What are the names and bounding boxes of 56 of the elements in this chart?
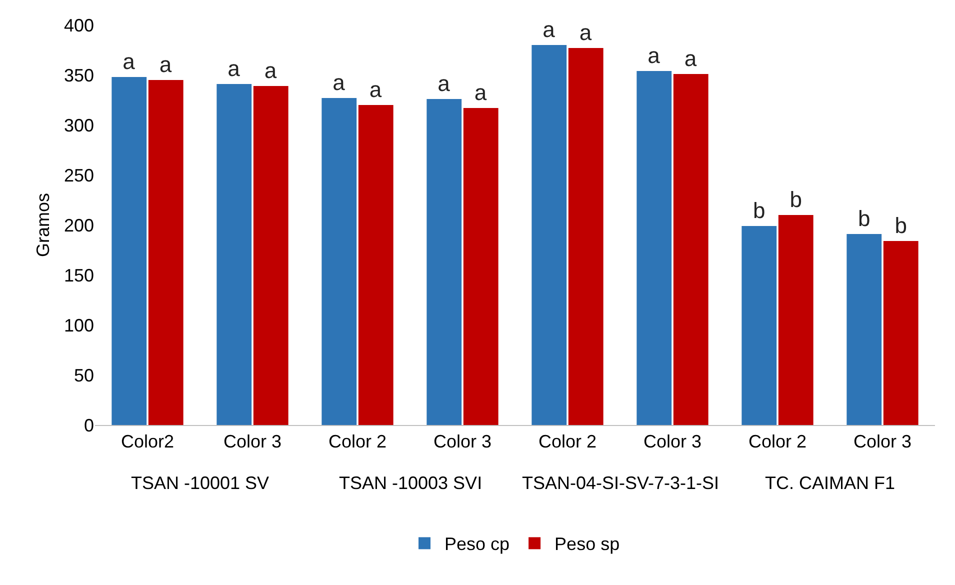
bar xyxy=(883,241,918,425)
y-tick-label: 250 xyxy=(64,165,94,186)
bar xyxy=(532,45,567,425)
data-label: a xyxy=(159,52,172,77)
x-tick-label: Color 2 xyxy=(328,432,387,452)
bar xyxy=(426,99,462,425)
data-label: b xyxy=(753,198,766,223)
x-tick-label: Color 2 xyxy=(748,432,807,452)
bar xyxy=(253,86,288,425)
bar xyxy=(112,77,147,425)
bar xyxy=(636,71,672,425)
data-label: a xyxy=(228,56,241,81)
x-tick-label: Color 3 xyxy=(433,432,492,452)
data-label: b xyxy=(858,206,870,231)
x-tick-label: Color 3 xyxy=(853,432,912,452)
x-tick-label: Color 2 xyxy=(538,432,597,452)
data-label: a xyxy=(474,80,488,105)
data-label: a xyxy=(684,46,698,71)
legend-label: Peso cp xyxy=(444,534,510,554)
data-label: a xyxy=(648,43,661,68)
y-tick-label: 50 xyxy=(74,365,94,386)
y-tick-label: 300 xyxy=(64,115,94,136)
x-tick-label: Color 3 xyxy=(223,432,282,452)
data-label: a xyxy=(122,49,136,74)
bar xyxy=(742,226,777,425)
bar xyxy=(778,215,814,425)
text: TSAN -10001 SV xyxy=(131,473,270,493)
data-label: a xyxy=(264,58,278,83)
legend-label: Peso sp xyxy=(554,534,620,554)
text: TSAN -10003 SVI xyxy=(339,473,482,493)
bar xyxy=(148,80,184,425)
data-label: a xyxy=(332,70,346,95)
data-label: a xyxy=(542,17,556,42)
text: TSAN-04-SI-SV-7-3-1-SI xyxy=(522,473,720,493)
bar xyxy=(358,105,394,425)
bar xyxy=(846,234,882,425)
x-tick-label: Color 3 xyxy=(643,432,702,452)
bar xyxy=(463,108,498,425)
y-tick-label: 200 xyxy=(64,215,94,236)
bar xyxy=(216,84,252,425)
bar xyxy=(568,48,604,425)
data-label: a xyxy=(369,77,382,102)
bar xyxy=(322,98,357,425)
data-label: a xyxy=(579,20,592,45)
y-axis-title: Gramos xyxy=(33,192,53,258)
data-label: a xyxy=(438,71,451,96)
y-tick-label: 100 xyxy=(64,315,94,336)
data-label: b xyxy=(790,187,802,212)
y-tick-label: 400 xyxy=(64,15,94,36)
y-tick-label: 350 xyxy=(64,65,94,86)
bar xyxy=(673,74,708,425)
text: TC. CAIMAN F1 xyxy=(765,473,896,493)
data-label: b xyxy=(894,213,907,238)
y-tick-label: 150 xyxy=(64,265,94,286)
y-tick-label: 0 xyxy=(84,415,94,436)
x-tick-label: Color2 xyxy=(120,432,174,452)
